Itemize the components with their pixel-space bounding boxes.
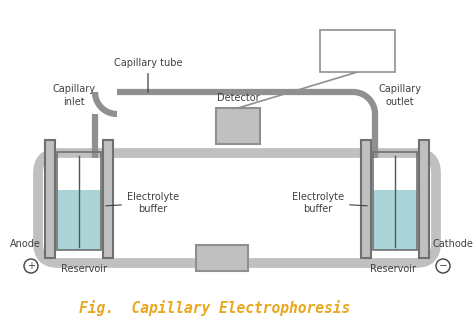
FancyBboxPatch shape <box>196 245 248 271</box>
Text: Detector: Detector <box>217 93 259 103</box>
Text: Capillary tube: Capillary tube <box>114 58 182 92</box>
Text: Capillary
inlet: Capillary inlet <box>53 84 95 107</box>
Text: Reservoir: Reservoir <box>61 264 107 274</box>
Text: Capillary
outlet: Capillary outlet <box>379 84 421 107</box>
Bar <box>57 152 101 250</box>
Text: Reservoir: Reservoir <box>370 264 416 274</box>
Text: Fig.  Capillary Electrophoresis: Fig. Capillary Electrophoresis <box>79 300 351 316</box>
Bar <box>361 140 371 258</box>
FancyBboxPatch shape <box>320 30 395 72</box>
FancyBboxPatch shape <box>216 108 260 144</box>
Text: Data
acquisition: Data acquisition <box>331 39 384 63</box>
Bar <box>373 152 417 250</box>
Text: +: + <box>27 261 35 271</box>
Bar <box>419 140 429 258</box>
Bar <box>373 190 417 250</box>
Text: −: − <box>438 261 447 271</box>
Text: Anode: Anode <box>10 239 41 249</box>
Text: Electrolyte
buffer: Electrolyte buffer <box>106 192 179 214</box>
Bar <box>45 140 55 258</box>
Text: Cathode: Cathode <box>433 239 474 249</box>
FancyBboxPatch shape <box>38 153 436 263</box>
Bar <box>57 190 101 250</box>
Text: HV: HV <box>215 253 229 263</box>
Bar <box>103 140 113 258</box>
Text: Electrolyte
buffer: Electrolyte buffer <box>292 192 367 214</box>
